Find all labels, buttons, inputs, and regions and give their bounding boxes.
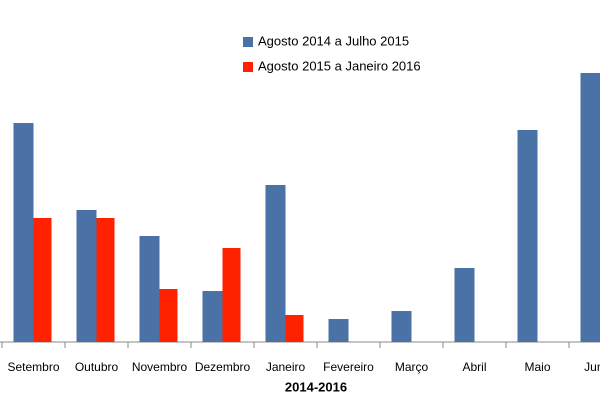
bar xyxy=(454,268,475,342)
bar xyxy=(265,185,286,342)
bar xyxy=(13,123,34,342)
x-tick-label: Dezembro xyxy=(195,360,251,374)
x-tick-label: Janeiro xyxy=(266,360,306,374)
x-tick-label: Outubro xyxy=(75,360,119,374)
bar xyxy=(517,130,538,342)
x-tick-label: Setembro xyxy=(7,360,59,374)
x-axis-label: 2014-2016 xyxy=(285,379,347,394)
bar xyxy=(33,218,52,342)
bar xyxy=(76,210,97,342)
bar xyxy=(159,289,178,342)
x-tick-label: Fevereiro xyxy=(323,360,374,374)
bar xyxy=(222,248,241,342)
bar xyxy=(285,315,304,342)
bar xyxy=(139,236,160,342)
legend-label: Agosto 2015 a Janeiro 2016 xyxy=(258,58,421,73)
bar xyxy=(202,291,223,342)
x-tick-label: Março xyxy=(395,360,429,374)
bar xyxy=(391,311,412,342)
x-tick-label: Maio xyxy=(524,360,550,374)
bar xyxy=(96,218,115,342)
x-tick-label: Abril xyxy=(462,360,486,374)
legend-swatch xyxy=(243,37,253,47)
legend-label: Agosto 2014 a Julho 2015 xyxy=(258,33,409,48)
bar xyxy=(328,319,349,342)
legend-swatch xyxy=(243,62,253,72)
bar xyxy=(580,73,600,342)
x-tick-label: Novembro xyxy=(132,360,188,374)
x-tick-label: Junho xyxy=(584,360,600,374)
